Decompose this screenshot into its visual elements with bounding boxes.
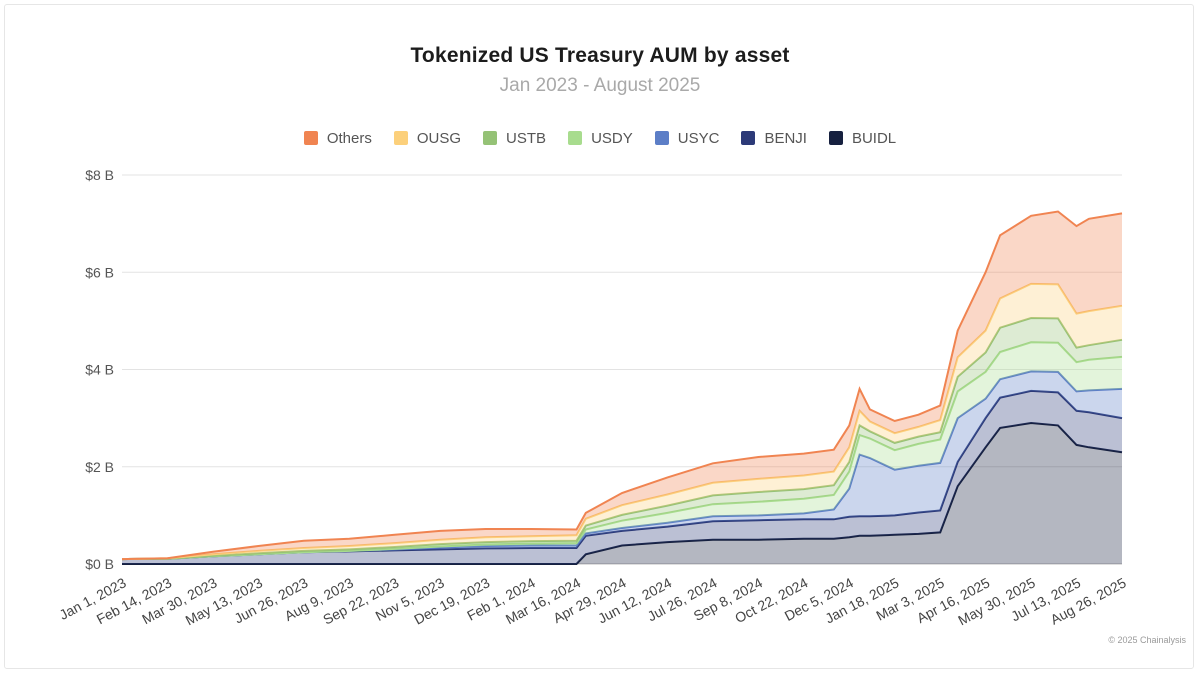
area-others [122, 211, 1122, 560]
chart-credit: © 2025 Chainalysis [1108, 635, 1186, 645]
legend-label: BENJI [764, 129, 807, 147]
legend-swatch [828, 131, 843, 145]
legend-item-ustb[interactable]: USTB [483, 130, 546, 147]
line-ousg [121, 282, 1123, 561]
chart-title: Tokenized US Treasury AUM by asset [410, 44, 790, 67]
legend-label: USTB [506, 129, 547, 147]
line-usdy [121, 341, 1123, 561]
line-others [121, 210, 1123, 561]
legend-swatch [483, 131, 498, 145]
area-benji [122, 390, 1122, 564]
legend-swatch [303, 131, 318, 145]
area-usdy [122, 342, 1122, 560]
legend-label: Others [326, 129, 372, 147]
legend-label: USDY [591, 129, 633, 147]
legend-label: BUIDL [851, 129, 897, 147]
legend-item-ousg[interactable]: OUSG [393, 129, 462, 147]
area-ousg [122, 283, 1122, 560]
legend-swatch [741, 131, 756, 145]
legend-label: OUSG [416, 129, 462, 147]
y-tick-label: $8 B [85, 167, 114, 183]
area-buidl [122, 423, 1122, 564]
legend-item-others[interactable]: Others [303, 129, 372, 147]
legend-item-benji[interactable]: BENJI [741, 130, 807, 147]
legend-item-buidl[interactable]: BUIDL [828, 129, 897, 147]
legend-swatch [654, 131, 669, 145]
chart-legend: Others OUSG USTB USDY USYC BENJI BUIDL [0, 127, 1200, 149]
y-tick-label: $6 B [85, 264, 114, 280]
y-tick-label: $0 B [85, 556, 114, 572]
chart-subtitle: Jan 2023 - August 2025 [499, 75, 701, 96]
area-usyc [122, 371, 1122, 560]
line-buidl [122, 421, 1123, 565]
line-ustb [121, 316, 1123, 561]
y-tick-label: $4 B [85, 362, 114, 378]
legend-item-usdy[interactable]: USDY [568, 130, 633, 147]
y-tick-label: $2 B [85, 459, 114, 475]
legend-swatch [568, 131, 583, 145]
legend-label: USYC [677, 129, 720, 147]
area-ustb [122, 318, 1122, 560]
legend-swatch [393, 131, 408, 145]
legend-item-usyc[interactable]: USYC [654, 129, 720, 147]
